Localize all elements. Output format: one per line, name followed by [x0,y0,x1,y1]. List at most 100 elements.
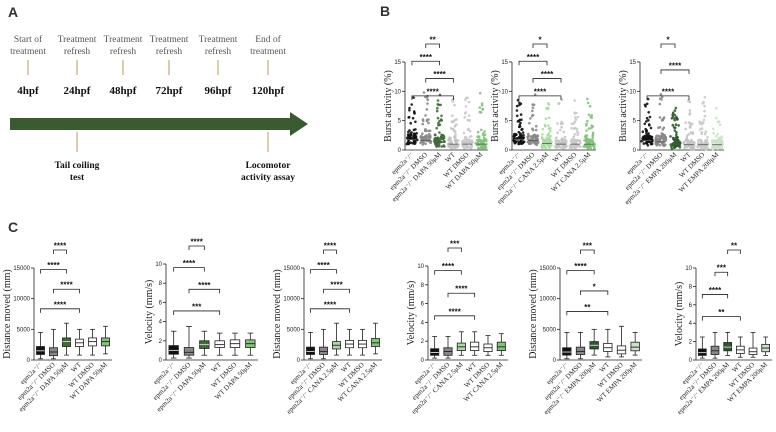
y-tick-label: 15000 [539,266,556,272]
significance-bracket: **** [411,87,454,100]
data-point [687,121,691,124]
data-point [664,137,668,141]
panel-label-b: B [380,3,390,19]
y-tick-label: 8 [159,281,163,287]
box-6 [630,331,640,356]
data-point [689,125,692,129]
data-point [415,132,419,135]
data-point [518,103,521,107]
bracket-line [646,95,690,100]
data-point [585,137,589,140]
y-tick-label: 5 [505,119,509,125]
data-point [548,137,551,140]
significance-bracket: **** [701,286,729,299]
y-tick-label: 10 [501,89,508,95]
bracket-line [532,78,562,83]
bracket-line [701,294,729,299]
box-1 [306,331,315,360]
data-point [660,98,663,101]
timeline-time: 72hpf [156,85,183,97]
y-tick-label: 5 [398,119,402,125]
box-1 [36,331,45,360]
bracket-line [323,288,350,294]
data-point [466,146,470,149]
data-point [435,145,438,148]
data-point [698,128,702,131]
significance-label: **** [426,87,439,96]
timeline-event-line2: activity assay [241,173,295,183]
significance-label: **** [534,87,547,96]
data-point [425,134,429,137]
data-point [671,123,675,127]
significance-bracket: **** [188,238,205,250]
timeline-label-bottom: refresh [156,46,183,57]
box-body [470,341,480,352]
data-point [532,133,536,137]
data-point [435,109,439,113]
significance-label: ** [584,303,591,312]
data-point [714,146,717,150]
data-point [421,143,425,146]
data-point [645,116,649,120]
box-2 [443,336,453,359]
data-point [453,125,457,128]
box-4 [736,336,745,358]
bracket-line [701,316,741,321]
data-point [528,121,531,125]
data-point [450,120,454,124]
data-point [586,97,589,101]
data-point [483,133,487,137]
timeline-arrow-shaft [10,118,292,130]
bracket-line [411,60,440,66]
data-point [554,138,558,142]
data-point [531,106,535,109]
data-point [572,140,575,144]
data-point [659,93,663,96]
significance-label: **** [455,285,468,294]
data-point [428,141,432,144]
data-point [410,131,413,134]
data-point [674,145,677,148]
data-point [412,96,415,99]
data-point [558,140,561,144]
y-tick-label: 15 [394,60,401,66]
data-point [426,98,430,102]
box-6 [245,332,256,356]
y-tick-label: 0 [553,358,557,364]
data-point [711,140,714,144]
box-3 [62,322,71,356]
data-point [585,129,588,132]
data-point [584,134,588,137]
box-6 [371,322,380,355]
data-point [675,140,678,143]
data-point [569,139,573,143]
data-point [589,147,593,150]
data-point [670,147,674,150]
data-point [408,106,411,110]
significance-bracket: * [532,36,548,48]
data-point [578,145,582,148]
data-point [586,147,590,150]
data-point [699,141,703,144]
bracket-line [714,271,729,277]
timeline-label-bottom: refresh [205,46,232,57]
significance-label: **** [669,61,682,70]
data-point [720,146,724,150]
data-point [482,136,486,139]
data-point [462,131,466,135]
data-point [514,141,518,144]
bracket-line [40,308,80,313]
data-point [645,120,648,123]
y-tick-label: 10000 [539,297,556,303]
y-tick-label: 10000 [13,297,30,303]
data-point [427,121,430,125]
significance-label: * [538,36,542,45]
y-tick-label: 6 [689,303,693,309]
y-tick-label: 8 [689,284,693,290]
data-point [706,135,709,139]
data-point [463,116,467,119]
data-point [706,147,710,150]
data-point [591,133,595,136]
data-point [672,137,675,141]
data-point [424,114,427,117]
